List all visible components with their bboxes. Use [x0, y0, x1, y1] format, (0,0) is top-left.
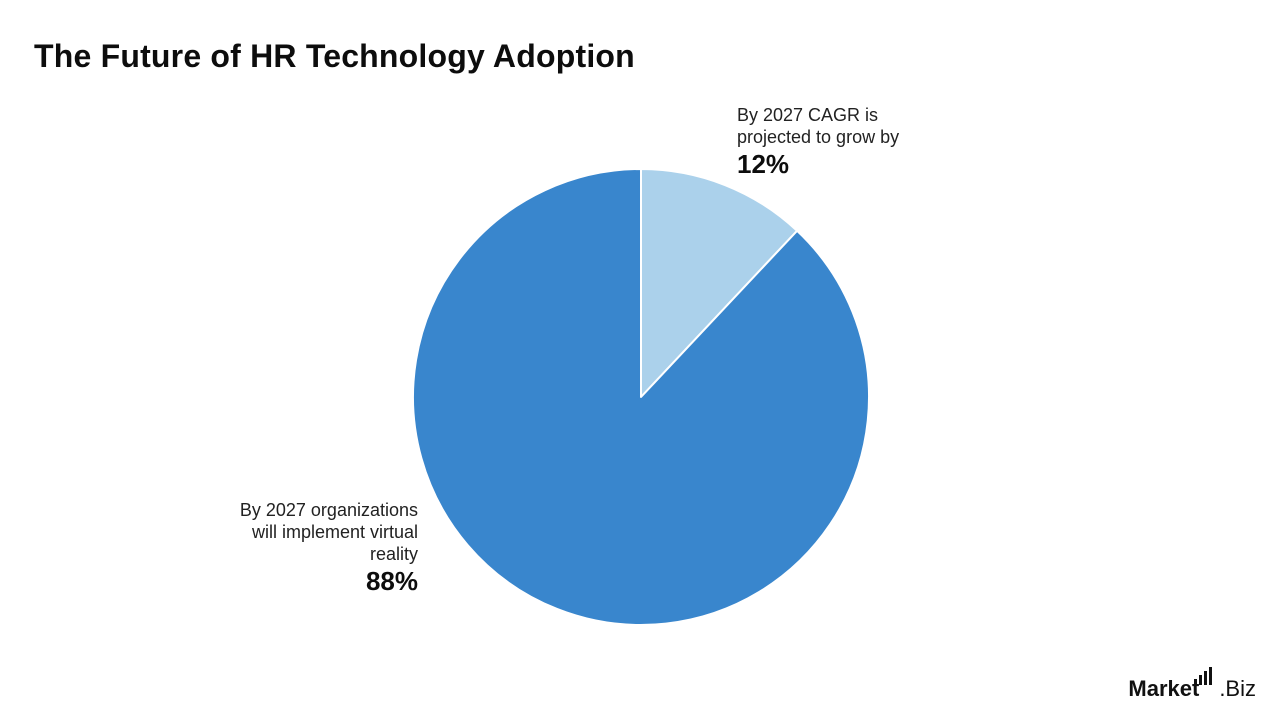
slice-value-label: 12% — [737, 149, 790, 179]
bar-chart-icon — [1194, 667, 1213, 685]
slice-value-label: 88% — [365, 566, 418, 596]
slice-label-cagr: By 2027 CAGR is projected to grow by 12% — [737, 104, 977, 180]
logo-brand-text: Market — [1128, 676, 1200, 701]
pie-slice-2 — [412, 168, 870, 626]
slice-label-virtual-reality: By 2027 organizations will implement vir… — [188, 499, 418, 597]
slice-label-line: By 2027 organizations — [239, 500, 418, 520]
brand-logo: Market .Biz — [1128, 667, 1256, 702]
logo-suffix-text: .Biz — [1219, 676, 1256, 701]
slice-label-line: will implement virtual — [251, 522, 418, 542]
slice-label-line: By 2027 CAGR is — [737, 105, 879, 125]
slice-label-line: projected to grow by — [737, 127, 900, 147]
slice-label-line: reality — [369, 544, 418, 564]
chart-title: The Future of HR Technology Adoption — [34, 38, 635, 74]
pie-slice-1 — [640, 168, 799, 398]
